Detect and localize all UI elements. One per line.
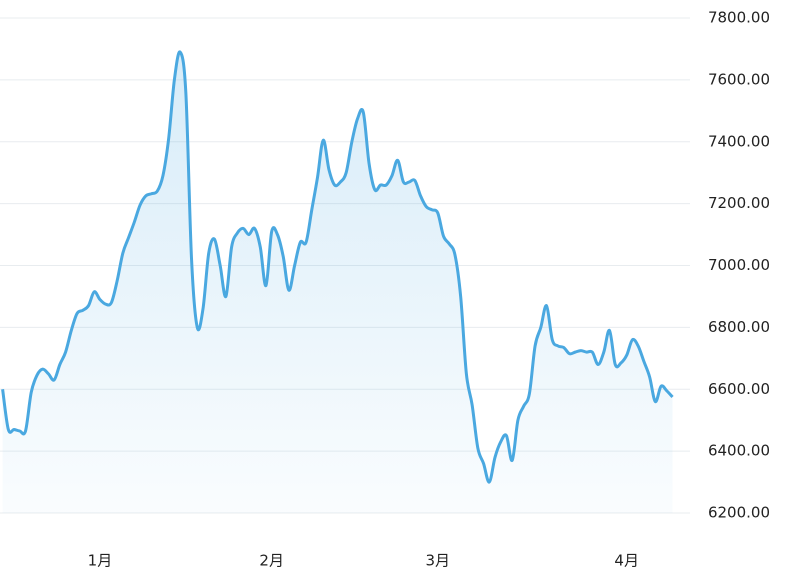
- y-tick-label: 6400.00: [708, 442, 770, 460]
- y-tick-label: 6600.00: [708, 380, 770, 398]
- y-tick-label: 6800.00: [708, 318, 770, 336]
- line: [1, 50, 674, 484]
- y-tick-label: 7000.00: [708, 256, 770, 274]
- y-tick-label: 6200.00: [708, 504, 770, 522]
- x-tick-label: 1月: [88, 552, 113, 570]
- y-tick-label: 7200.00: [708, 194, 770, 212]
- x-tick-label: 2月: [259, 552, 284, 570]
- area: [2, 51, 673, 513]
- y-tick-label: 7400.00: [708, 132, 770, 150]
- y-tick-label: 7800.00: [708, 9, 770, 27]
- y-tick-label: 7600.00: [708, 70, 770, 88]
- x-tick-label: 3月: [425, 552, 450, 570]
- x-tick-label: 4月: [614, 552, 639, 570]
